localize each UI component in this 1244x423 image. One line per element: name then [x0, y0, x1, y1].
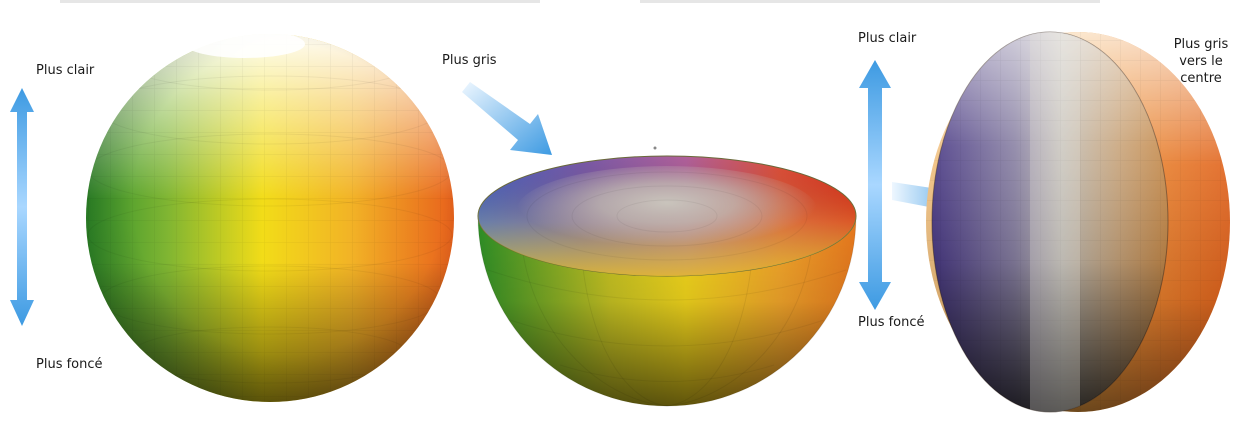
half-color-sphere	[477, 155, 857, 407]
grayer-toward-center-line-2: vers le	[1179, 54, 1223, 69]
darker-label-right: Plus foncé	[858, 315, 925, 330]
vertical-double-arrow-right	[859, 60, 891, 310]
lighter-label-left: Plus clair	[36, 63, 95, 78]
grayer-toward-center-line-3: centre	[1180, 71, 1222, 86]
scan-artifact-left	[60, 0, 540, 3]
diagonal-arrow-icon	[462, 82, 552, 155]
scan-artifact-right	[640, 0, 1100, 3]
lighter-label-right: Plus clair	[858, 31, 917, 46]
grayer-label: Plus gris	[442, 53, 497, 68]
cut-color-sphere	[926, 31, 1230, 413]
vertical-double-arrow-left	[10, 88, 34, 326]
darker-label-left: Plus foncé	[36, 357, 103, 372]
grayer-toward-center-line-1: Plus gris	[1173, 37, 1229, 52]
grayer-toward-center-label: Plus gris vers le centre	[1170, 36, 1232, 87]
dot-mark	[653, 146, 657, 150]
full-color-sphere	[86, 30, 454, 402]
